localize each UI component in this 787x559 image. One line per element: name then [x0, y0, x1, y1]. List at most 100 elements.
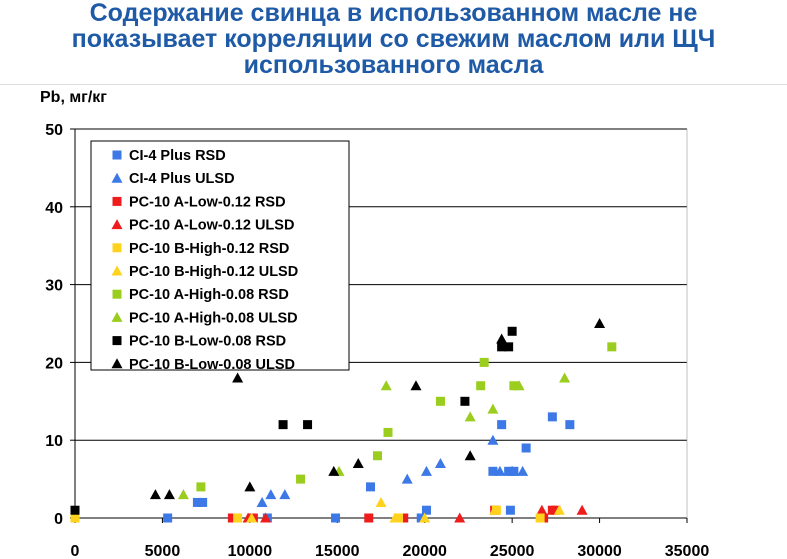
data-point-series-6: [419, 512, 431, 523]
x-tick-label: 5000: [145, 543, 181, 559]
data-point-series-1: [504, 466, 514, 476]
x-tick-label: 15000: [315, 543, 360, 559]
data-point-series-9: [460, 396, 470, 406]
legend-entry-label: PC-10 A-Low-0.12 RSD: [129, 194, 286, 210]
data-point-series-2: [494, 465, 506, 476]
data-point-series-7: [373, 451, 383, 461]
data-point-series-9: [504, 342, 514, 352]
data-point-series-9: [278, 420, 288, 430]
data-point-series-10: [328, 465, 340, 476]
data-point-series-1: [198, 497, 208, 507]
data-point-series-10: [163, 489, 175, 500]
legend-marker: [112, 150, 122, 160]
y-tick-label: 0: [54, 511, 63, 528]
chart-title-line-2: показывает корреляции со свежим маслом и…: [71, 25, 716, 53]
data-point-series-3: [364, 513, 374, 523]
y-tick-label: 30: [45, 278, 63, 295]
data-point-series-1: [192, 497, 202, 507]
data-point-series-10: [149, 489, 161, 500]
data-point-series-7: [607, 342, 617, 352]
chart-title: Содержание свинца в использованном масле…: [0, 0, 787, 78]
data-point-series-9: [303, 420, 313, 430]
legend-entry-label: PC-10 B-High-0.12 ULSD: [129, 264, 298, 280]
title-divider: [0, 84, 787, 85]
data-point-series-8: [559, 372, 571, 383]
data-point-series-3: [399, 513, 409, 523]
legend-marker: [111, 265, 123, 276]
legend-marker: [112, 243, 122, 253]
y-tick-label: 20: [45, 355, 63, 372]
data-point-series-10: [410, 380, 422, 391]
legend: CI-4 Plus RSD CI-4 Plus ULSD PC-10 A-Low-0…: [90, 140, 350, 373]
x-tick-labels: 0 5000 10000 15000 20000 25000 30000 35000: [71, 543, 710, 559]
data-point-series-7: [476, 381, 486, 391]
data-point-series-9: [507, 326, 517, 336]
data-point-series-7: [196, 482, 206, 492]
legend-entry-label: PC-10 A-Low-0.12 ULSD: [129, 218, 294, 234]
data-point-series-1: [547, 412, 557, 422]
data-points: [70, 318, 617, 523]
x-tick-label: 0: [71, 543, 80, 559]
data-point-series-6: [389, 512, 401, 523]
legend-entry-label: CI-4 Plus ULSD: [129, 171, 235, 187]
data-point-series-2: [265, 489, 277, 500]
x-tick-label: 35000: [665, 543, 710, 559]
data-point-series-10: [352, 458, 364, 469]
data-point-series-6: [375, 496, 387, 507]
legend-marker: [111, 172, 123, 183]
data-point-series-1: [331, 513, 341, 523]
data-point-series-8: [380, 380, 392, 391]
x-tick-label: 20000: [402, 543, 447, 559]
data-point-series-6: [553, 504, 565, 515]
data-point-series-2: [279, 489, 291, 500]
data-point-series-1: [565, 420, 575, 430]
legend-entry-label: PC-10 A-High-0.08 ULSD: [129, 310, 298, 326]
data-point-series-10: [464, 450, 476, 461]
data-point-series-7: [383, 427, 393, 437]
data-point-series-2: [434, 458, 446, 469]
data-point-series-2: [487, 434, 499, 445]
y-tick-label: 40: [45, 200, 63, 217]
data-point-series-1: [416, 513, 426, 523]
legend-entry-label: PC-10 A-High-0.08 RSD: [129, 287, 289, 303]
legend-marker: [112, 336, 122, 346]
legend-marker: [111, 311, 123, 322]
data-point-series-2: [517, 465, 529, 476]
legend-entry-label: CI-4 Plus RSD: [129, 148, 226, 164]
data-point-series-3: [551, 505, 561, 515]
data-point-series-8: [513, 380, 525, 391]
y-tick-label: 50: [45, 122, 63, 139]
data-point-series-4: [260, 512, 272, 523]
data-point-series-6: [489, 504, 501, 515]
data-point-series-10: [496, 333, 508, 344]
data-point-series-1: [497, 420, 507, 430]
y-tick-labels: 0 10 20 30 40 50: [45, 122, 63, 528]
data-point-series-3: [227, 513, 237, 523]
y-tick-label: 10: [45, 433, 63, 450]
data-point-series-1: [366, 482, 376, 492]
data-point-series-7: [296, 474, 306, 484]
legend-marker: [112, 196, 122, 206]
x-tick-label: 25000: [490, 543, 535, 559]
data-point-series-2: [256, 496, 268, 507]
legend-entry-label: PC-10 B-High-0.12 RSD: [129, 241, 289, 257]
data-point-series-5: [393, 513, 403, 523]
data-point-series-8: [464, 411, 476, 422]
chart-title-line-1: Содержание свинца в использованном масле…: [89, 0, 698, 27]
legend-box: [90, 140, 350, 371]
data-point-series-2: [401, 473, 413, 484]
chart-title-line-3: использованного масла: [243, 51, 544, 79]
data-point-series-5: [535, 513, 545, 523]
data-point-series-1: [505, 505, 515, 515]
data-point-series-8: [177, 489, 189, 500]
data-point-series-1: [163, 513, 173, 523]
data-point-series-5: [233, 513, 243, 523]
legend-entry-label: PC-10 B-Low-0.08 RSD: [129, 334, 286, 350]
data-point-series-4: [576, 504, 588, 515]
data-point-series-2: [420, 465, 432, 476]
data-point-series-9: [497, 342, 507, 352]
data-point-series-6: [246, 512, 258, 523]
data-point-series-2: [506, 465, 518, 476]
data-point-series-10: [244, 481, 256, 492]
